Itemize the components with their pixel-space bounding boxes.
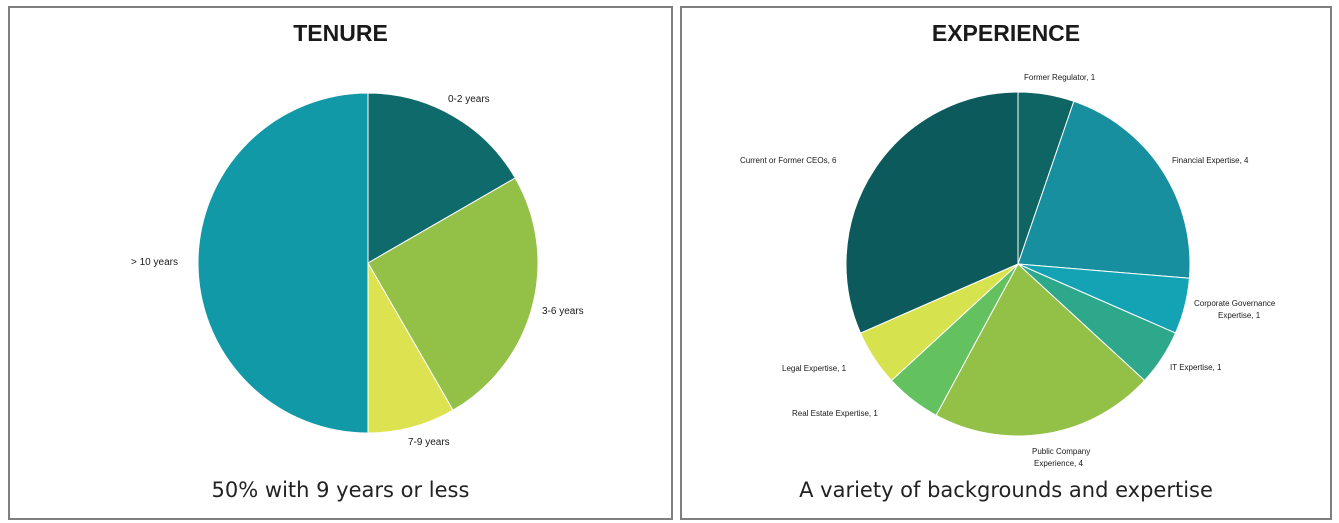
slice-label-legal-expertise-1: Legal Expertise, 1: [782, 364, 847, 373]
slice-label-real-estate-expertise-1: Real Estate Expertise, 1: [792, 409, 878, 418]
tenure-title: TENURE: [293, 20, 388, 46]
pie-slice-current-or-former-ceos-6: [845, 91, 1019, 334]
tenure-caption: 50% with 9 years or less: [211, 478, 470, 502]
pie-slice-public-company-experience-4: [935, 263, 1146, 437]
slice-label-3-6-years: 3-6 years: [542, 306, 584, 317]
experience-caption: A variety of backgrounds and expertise: [799, 478, 1213, 502]
pie-slice-3-6-years: [367, 177, 539, 411]
experience-title: EXPERIENCE: [931, 20, 1081, 46]
pie-slice-10-years: [197, 92, 369, 434]
slice-label-current-or-former-ceos-6: Current or Former CEOs, 6: [740, 156, 837, 165]
slice-label-10-years: > 10 years: [131, 257, 178, 268]
experience-pie-chart: Former Regulator, 1 Financial Expertise, …: [740, 73, 1276, 468]
slice-label-financial-expertise-4: Financial Expertise, 4: [1172, 156, 1249, 165]
pie-slice-7-9-years: [367, 261, 454, 434]
slice-label-public-company-experience-4: Public Company Experience, 4: [1032, 447, 1090, 468]
pie-slice-financial-expertise-4: [1017, 100, 1191, 279]
slice-label-7-9-years: 7-9 years: [408, 437, 450, 448]
experience-panel: EXPERIENCE Former Regulator, 1 Financial …: [680, 6, 1332, 520]
pie-slice-0-2-years: [367, 92, 516, 264]
slice-label-corporate-governance-expertise-1: Corporate Governance Expertise, 1: [1194, 299, 1276, 320]
slice-label-0-2-years: 0-2 years: [448, 94, 490, 105]
tenure-pie-chart: 0-2 years 3-6 years 7-9 years > 10 years: [131, 92, 584, 448]
slice-label-former-regulator-1: Former Regulator, 1: [1024, 73, 1096, 82]
tenure-panel: TENURE 0-2 years 3-6 years 7-9 years > 10 y…: [8, 6, 673, 520]
slice-label-it-expertise-1: IT Expertise, 1: [1170, 363, 1222, 372]
